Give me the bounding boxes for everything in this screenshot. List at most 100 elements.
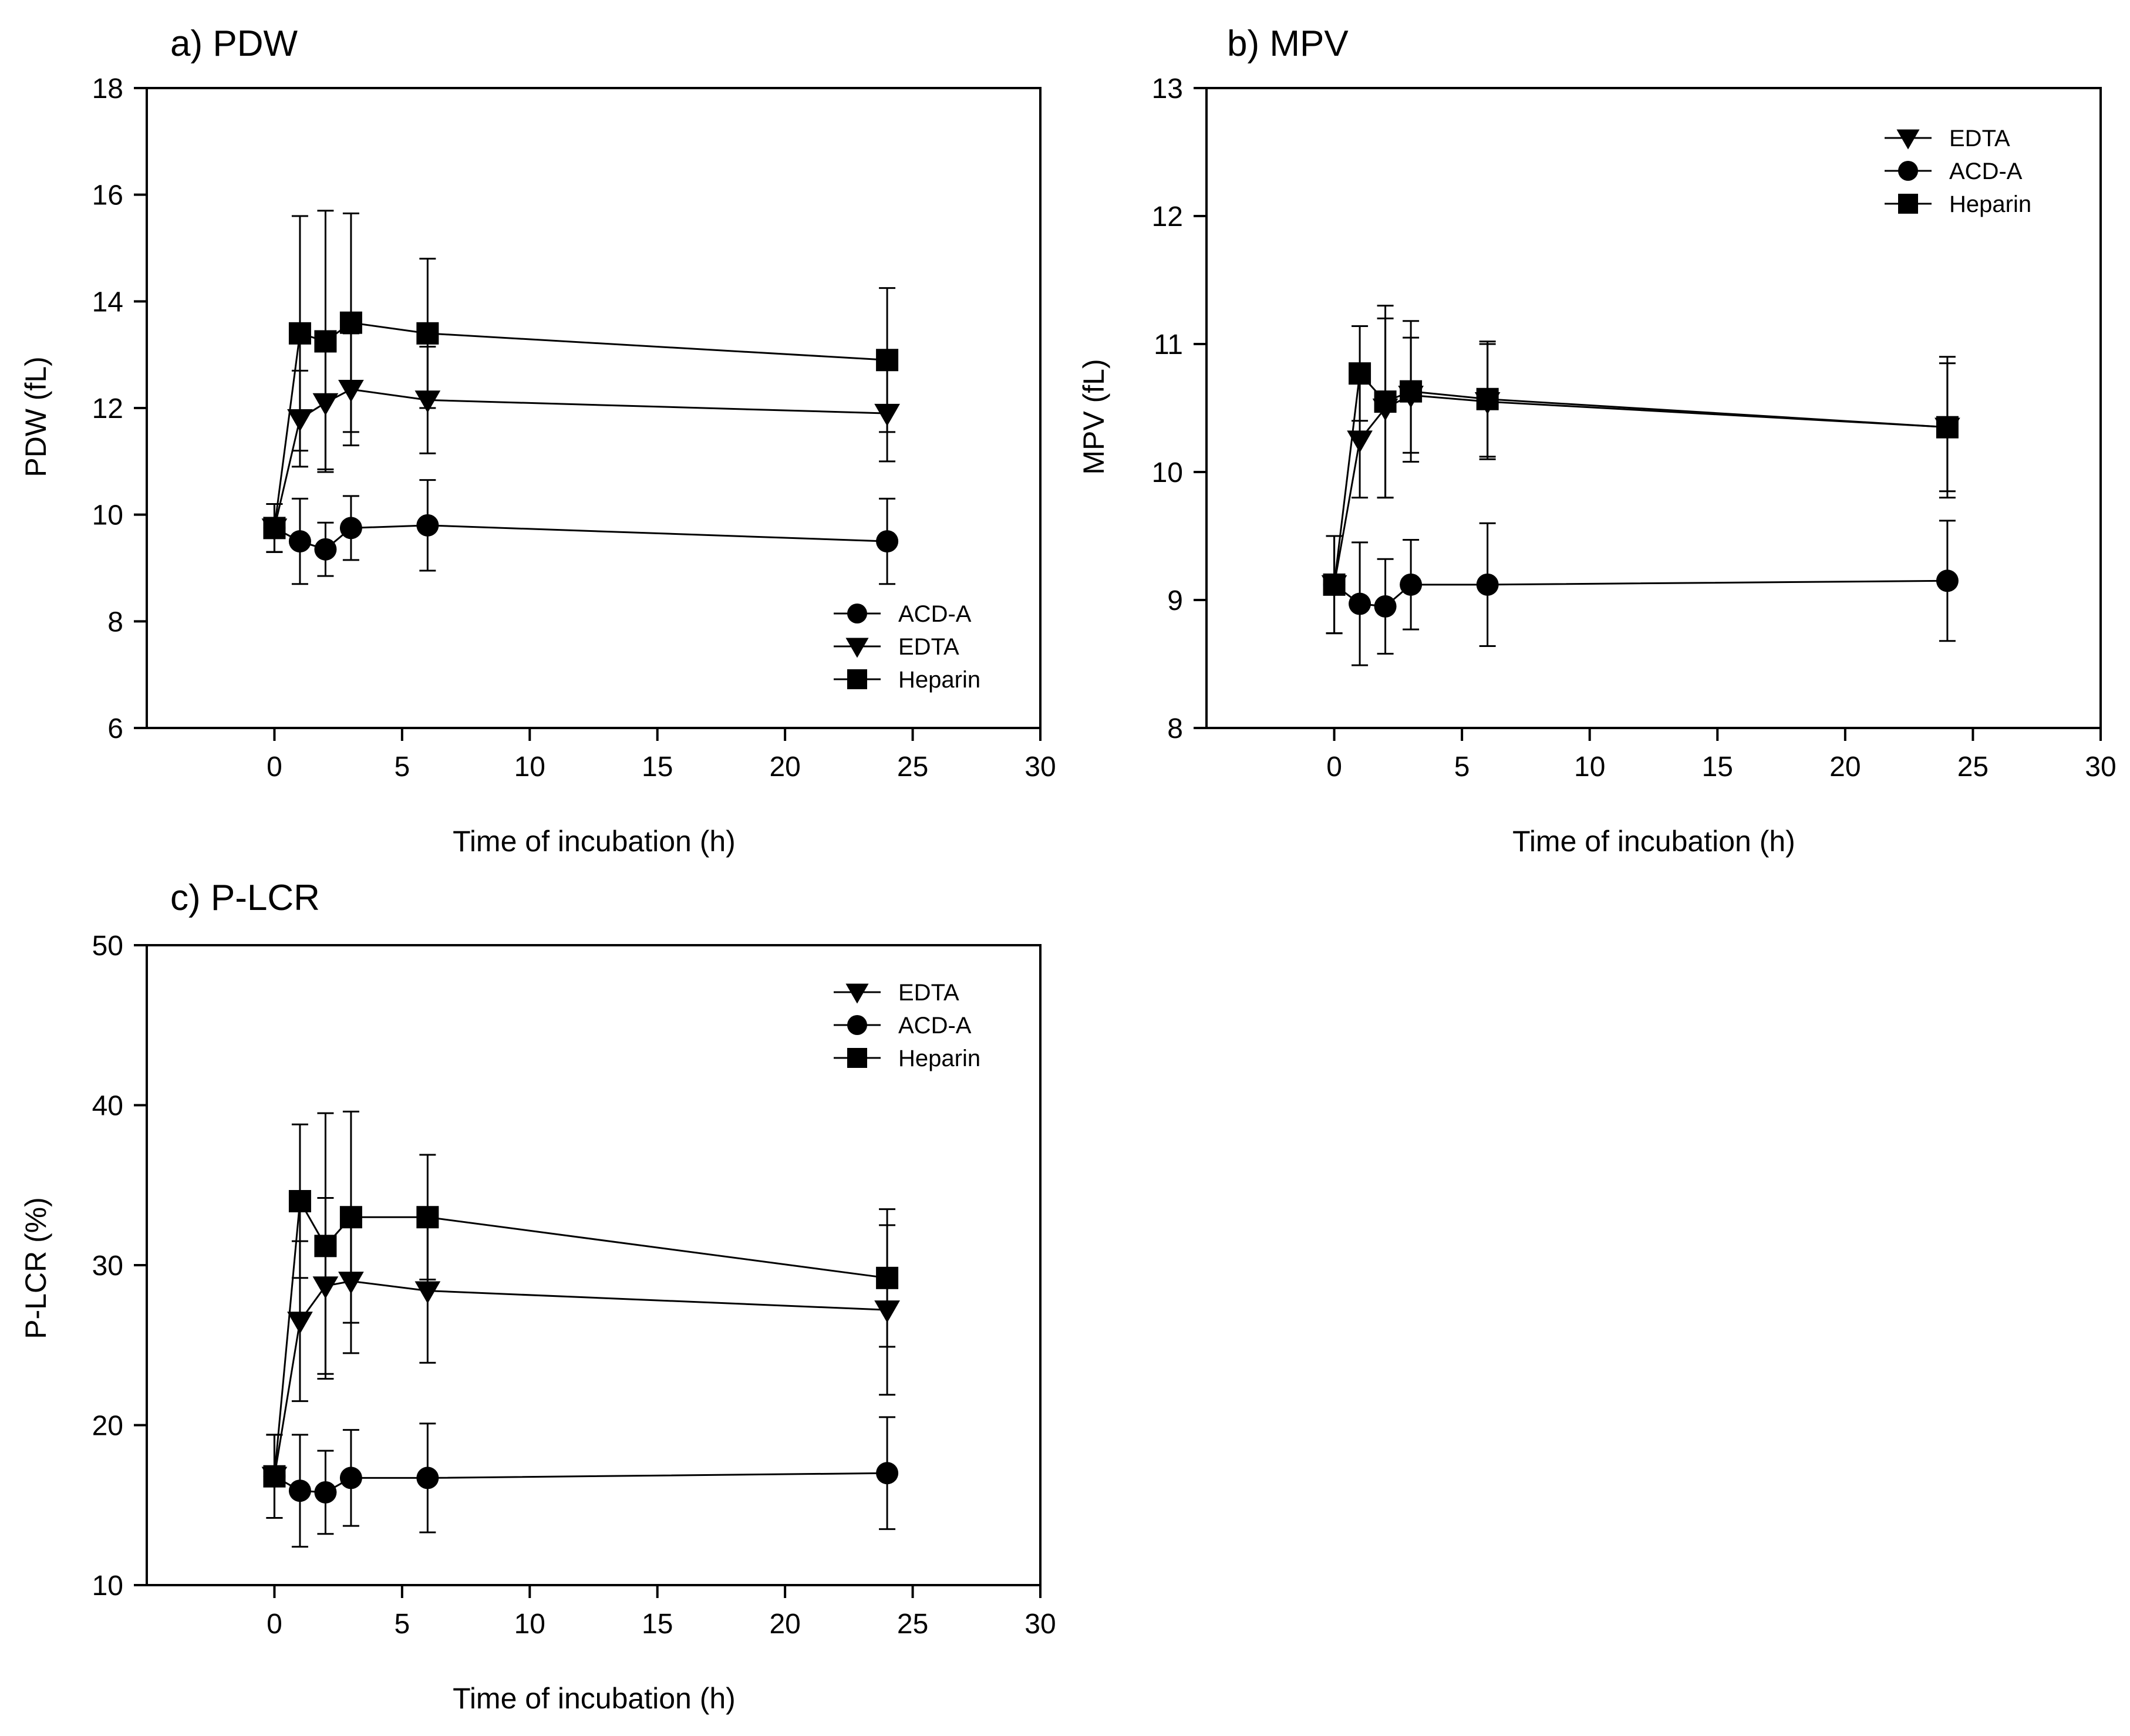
series-heparin (1323, 305, 1959, 635)
series-line (273, 1280, 888, 1477)
data-point (263, 517, 286, 540)
data-point (339, 1467, 362, 1489)
y-tick-label: 30 (92, 1250, 123, 1282)
legend-label: Heparin (898, 667, 980, 693)
legend-marker (847, 604, 867, 623)
data-point (876, 349, 899, 372)
data-point (1400, 380, 1423, 403)
chart-panel-b: b) MPV Time of incubation (h) MPV (fL) 0… (1077, 23, 2116, 858)
x-tick-label: 0 (267, 1609, 282, 1640)
data-point (876, 1266, 899, 1289)
x-tick-label: 15 (1702, 751, 1733, 783)
x-tick-label: 5 (395, 1609, 410, 1640)
x-tick-label: 30 (1024, 751, 1056, 783)
legend-label: EDTA (898, 634, 959, 660)
y-axis-label: MPV (fL) (1077, 359, 1110, 474)
data-point (1476, 387, 1499, 410)
x-tick-label: 20 (1829, 751, 1861, 783)
panel-title: c) P-LCR (170, 878, 320, 918)
series-line (274, 524, 888, 551)
series-acd-a (263, 479, 899, 585)
x-tick-label: 0 (267, 751, 282, 783)
legend: EDTA ACD-A Heparin (834, 980, 980, 1071)
legend-label: EDTA (1949, 126, 2010, 151)
legend-marker (845, 638, 869, 658)
legend-marker (847, 669, 867, 689)
legend-marker (847, 1015, 867, 1035)
data-point (876, 530, 899, 553)
data-point (339, 1206, 362, 1229)
x-tick-label: 30 (2085, 751, 2116, 783)
x-axis-label: Time of incubation (h) (453, 825, 736, 858)
x-tick-label: 10 (514, 751, 545, 783)
data-point (288, 1479, 311, 1502)
series-heparin (263, 1110, 899, 1519)
plot-area: 0 5 10 15 20 25 30 10 20 30 40 50 (92, 931, 1056, 1640)
y-tick-label: 10 (92, 1570, 123, 1602)
data-point (416, 322, 439, 345)
x-tick-label: 5 (395, 751, 410, 783)
legend-marker (847, 1048, 867, 1068)
x-axis-label: Time of incubation (h) (453, 1682, 736, 1715)
legend: EDTA ACD-A Heparin (1885, 126, 2031, 217)
data-point (414, 1281, 441, 1304)
data-point (314, 1235, 337, 1258)
series-line (1333, 371, 1948, 585)
plot-area: 0 5 10 15 20 25 30 6 8 10 12 14 16 18 (92, 73, 1056, 783)
series-line (273, 322, 888, 528)
data-point (1936, 569, 1959, 592)
y-tick-label: 9 (1167, 585, 1183, 616)
data-point (1349, 592, 1371, 615)
data-point (1476, 573, 1499, 596)
y-tick-label: 50 (92, 931, 123, 962)
panel-title: b) MPV (1227, 23, 1349, 64)
data-point (314, 330, 337, 353)
x-tick-label: 15 (642, 751, 673, 783)
x-tick-label: 10 (1574, 751, 1605, 783)
data-point (314, 538, 337, 561)
legend-marker (1898, 194, 1918, 214)
y-tick-label: 16 (92, 180, 123, 211)
series-line (273, 388, 888, 528)
data-point (288, 1190, 311, 1212)
y-tick-label: 10 (1152, 457, 1183, 488)
legend-label: Heparin (1949, 191, 2031, 217)
data-point (1374, 595, 1397, 618)
data-point (1347, 430, 1373, 453)
y-tick-label: 18 (92, 73, 123, 105)
legend-label: EDTA (898, 980, 959, 1006)
chart-panel-c: c) P-LCR Time of incubation (h) P-LCR (%… (19, 878, 1056, 1715)
series-line (1333, 394, 1947, 585)
plot-frame (1205, 87, 2102, 729)
data-point (339, 517, 362, 540)
chart-panel-a: a) PDW Time of incubation (h) PDW (fL) 0… (19, 23, 1056, 858)
x-tick-label: 5 (1454, 751, 1470, 783)
data-point (287, 1312, 313, 1334)
plot-frame (146, 87, 1042, 729)
series-line (274, 1472, 888, 1494)
x-tick-label: 25 (1957, 751, 1989, 783)
plot-frame (146, 944, 1042, 1586)
series-acd-a (263, 1416, 899, 1548)
x-tick-label: 30 (1024, 1609, 1056, 1640)
x-axis-label: Time of incubation (h) (1512, 825, 1795, 858)
legend-label: ACD-A (898, 601, 972, 627)
y-tick-label: 20 (92, 1411, 123, 1442)
y-axis-label: PDW (fL) (19, 356, 52, 477)
data-point (1936, 416, 1959, 439)
y-tick-label: 8 (1167, 713, 1183, 744)
legend-marker (1898, 161, 1918, 181)
data-point (416, 1467, 439, 1489)
plot-area: 0 5 10 15 20 25 30 8 9 10 11 12 13 (1152, 73, 2116, 783)
x-tick-label: 10 (514, 1609, 545, 1640)
y-axis-label: P-LCR (%) (19, 1197, 52, 1339)
legend: ACD-A EDTA Heparin (834, 601, 980, 693)
series-line (273, 1198, 888, 1477)
x-tick-label: 25 (897, 751, 928, 783)
x-tick-label: 20 (769, 1609, 800, 1640)
y-tick-label: 11 (1154, 329, 1183, 360)
y-tick-label: 14 (92, 286, 123, 318)
y-tick-label: 12 (92, 393, 123, 424)
y-tick-label: 12 (1152, 201, 1183, 232)
y-tick-label: 6 (107, 713, 123, 744)
